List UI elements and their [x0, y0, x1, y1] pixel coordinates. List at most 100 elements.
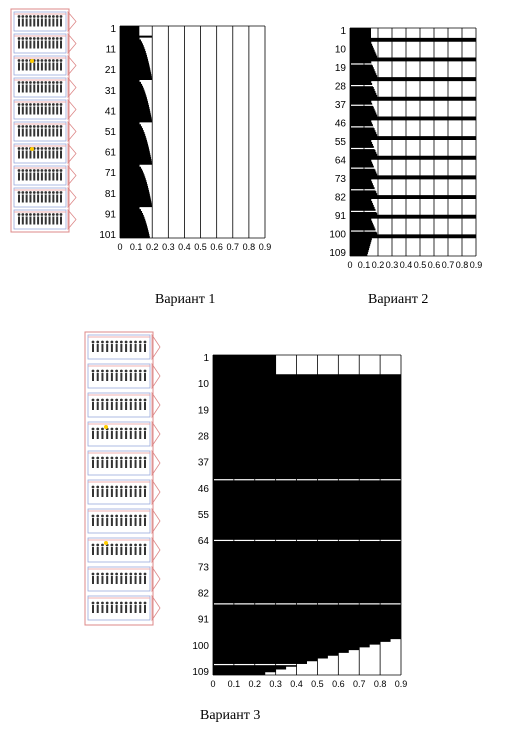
occupant-mark	[139, 402, 142, 410]
floor-gap	[351, 147, 476, 150]
occupant-mark	[101, 431, 104, 439]
occupant-head	[21, 213, 25, 216]
x-tick-label: 0.6	[332, 679, 345, 689]
occupant-mark	[106, 431, 109, 439]
occupant-head	[51, 15, 55, 18]
occupant-mark	[139, 547, 142, 555]
x-tick-label: 0.7	[227, 242, 240, 252]
occupant-head	[105, 369, 109, 373]
stair-segment	[67, 142, 77, 165]
occupant-head	[55, 37, 59, 40]
stair-segment	[151, 565, 161, 593]
stair-segment	[151, 420, 161, 448]
y-tick-label: 51	[105, 127, 117, 138]
y-tick-label: 100	[192, 641, 209, 652]
occupant-head	[143, 543, 147, 547]
occupant-head	[51, 37, 55, 40]
occupant-head	[101, 456, 104, 460]
occupant-head	[110, 369, 114, 373]
occupant-mark	[144, 605, 146, 613]
occupant-mark	[37, 40, 40, 49]
occupant-head	[44, 15, 48, 18]
occupant-mark	[48, 216, 51, 225]
floor-gap	[351, 63, 476, 65]
occupant-head	[32, 103, 36, 106]
occupant-mark	[29, 150, 32, 159]
occupant-head	[110, 456, 114, 460]
occupant-mark	[18, 40, 20, 49]
occupant-mark	[29, 128, 32, 137]
occupant-mark	[21, 106, 24, 115]
y-tick-label: 73	[198, 562, 210, 573]
occupant-head	[110, 485, 114, 489]
y-tick-label: 73	[335, 174, 347, 185]
occupant-head	[36, 125, 40, 128]
floor-outline	[87, 334, 151, 360]
occupant-head	[138, 427, 142, 431]
x-tick-label: 0.2	[372, 260, 385, 270]
occupant-head	[25, 125, 29, 128]
occupant-mark	[52, 150, 55, 159]
y-tick-label: 28	[335, 82, 347, 93]
occupant-mark	[96, 576, 99, 584]
occupant-head	[101, 485, 104, 489]
occupant-mark	[37, 84, 40, 93]
occupant-mark	[52, 194, 55, 203]
stair-segment	[67, 186, 77, 209]
stair-segment	[67, 98, 77, 121]
occupant-mark	[60, 40, 62, 49]
occupant-mark	[106, 576, 109, 584]
occupant-mark	[37, 194, 40, 203]
occupant-mark	[115, 431, 118, 439]
x-tick-label: 0.8	[456, 260, 469, 270]
occupant-mark	[106, 547, 109, 555]
occupant-mark	[33, 40, 36, 49]
occupant-mark	[120, 518, 123, 526]
occupant-head	[91, 427, 95, 431]
occupant-head	[40, 59, 44, 62]
y-tick-label: 19	[198, 405, 210, 416]
occupant-mark	[21, 62, 24, 71]
variant1-caption: Вариант 1	[155, 292, 216, 307]
variant1-chart: 0 0.1 0.2 0.3 0.4 0.5 0.6 0.7 0.8 0.9111213141516…	[100, 24, 271, 252]
y-tick-label: 82	[335, 193, 347, 204]
occupant-head	[110, 340, 114, 344]
occupant-mark	[134, 605, 137, 613]
occupant-head	[143, 601, 147, 605]
occupant-mark	[60, 150, 62, 159]
occupant-mark	[40, 128, 43, 137]
occupant-head	[110, 427, 114, 431]
occupant-mark	[96, 518, 99, 526]
occupant-head	[36, 37, 40, 40]
occupant-mark	[29, 18, 32, 27]
occupant-head	[17, 147, 21, 150]
occupant-mark	[21, 40, 24, 49]
occupant-head	[17, 81, 21, 84]
occupant-mark	[101, 489, 104, 497]
variant1-building-diagram	[10, 8, 77, 233]
occupant-head	[40, 103, 44, 106]
occupant-mark	[139, 344, 142, 352]
y-tick-label: 91	[198, 615, 210, 626]
occupant-mark	[144, 344, 146, 352]
occupant-head	[29, 37, 32, 40]
occupant-mark	[29, 106, 32, 115]
occupant-mark	[96, 605, 99, 613]
occupant-mark	[44, 216, 47, 225]
occupant-mark	[101, 460, 104, 468]
occupant-head	[29, 213, 32, 216]
occupant-head	[40, 147, 44, 150]
stair-segment	[151, 507, 161, 535]
floor-outline	[87, 595, 151, 621]
occupant-head	[119, 340, 123, 344]
occupant-mark	[60, 172, 62, 181]
occupant-head	[36, 59, 40, 62]
occupant-head	[48, 81, 51, 84]
variant3-panel: 0 0.1 0.2 0.3 0.4 0.5 0.6 0.7 0.8 0.9 1 10 19 28 37 46 5…	[80, 325, 420, 695]
x-tick-label: 0.1	[358, 260, 371, 270]
occupant-head	[129, 427, 133, 431]
occupant-mark	[92, 431, 94, 439]
floor-outline	[13, 11, 67, 32]
occupant-head	[44, 191, 48, 194]
occupant-head	[59, 213, 63, 216]
